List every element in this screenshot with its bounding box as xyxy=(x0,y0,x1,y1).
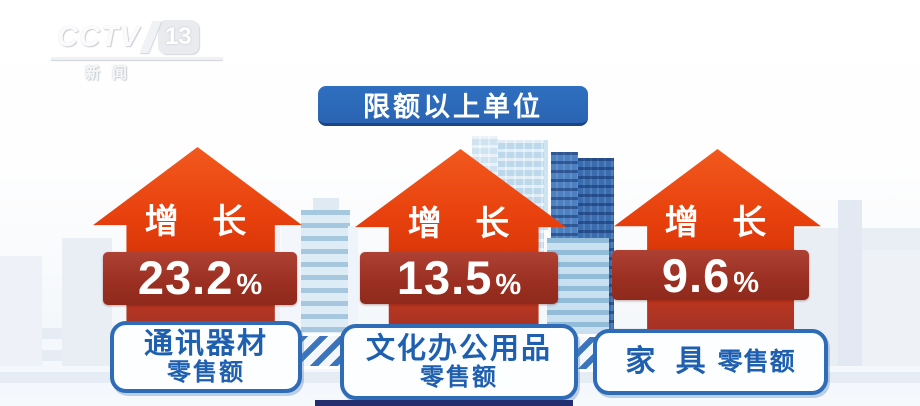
cctv-wordmark: CCTV xyxy=(57,20,140,53)
cctv-13-logo: CCTV 13 新闻 xyxy=(51,20,237,82)
percent-value: 13.5 xyxy=(396,251,493,304)
growth-arrow: 增 长 xyxy=(614,149,821,333)
building-silhouette xyxy=(862,250,920,366)
header-banner: 限额以上单位 xyxy=(318,86,588,126)
value-box: 23.2 % xyxy=(103,252,297,305)
channel-number: 13 xyxy=(157,20,199,54)
category-line2: 零售额 xyxy=(420,364,498,391)
building-white-sliver xyxy=(348,226,358,366)
logo-subtitle: 新闻 xyxy=(85,65,140,82)
growth-label: 增 长 xyxy=(144,202,251,241)
percent-sign: % xyxy=(495,269,522,301)
percent-sign: % xyxy=(733,267,760,299)
category-line1: 通讯器材 xyxy=(143,328,268,360)
category-label: 文化办公用品 零售额 xyxy=(340,324,578,400)
percent-value: 9.6 xyxy=(661,249,731,302)
value-box: 13.5 % xyxy=(360,252,558,304)
category-line2: 零售额 xyxy=(717,348,796,376)
category-label: 家 具 零售额 xyxy=(593,329,828,395)
category-line1: 家 具 xyxy=(625,345,712,378)
building-silhouette xyxy=(838,200,862,366)
category-line1: 文化办公用品 xyxy=(365,333,552,365)
banner-label: 限额以上单位 xyxy=(363,92,543,122)
percent-value: 23.2 xyxy=(137,251,234,304)
category-label: 通讯器材 零售额 xyxy=(110,321,302,393)
percent-sign: % xyxy=(236,269,263,301)
logo-underline xyxy=(51,57,223,60)
hazard-stripes-decoration xyxy=(300,333,347,369)
building-roof-cap xyxy=(313,198,339,212)
growth-label: 增 长 xyxy=(407,204,514,243)
value-box: 9.6 % xyxy=(612,249,809,302)
growth-label: 增 长 xyxy=(664,204,771,242)
building-silhouette xyxy=(0,256,42,366)
bottom-accent-bar xyxy=(315,400,573,406)
category-line2: 零售额 xyxy=(167,359,245,386)
growth-arrow: 增 长 xyxy=(93,147,302,333)
